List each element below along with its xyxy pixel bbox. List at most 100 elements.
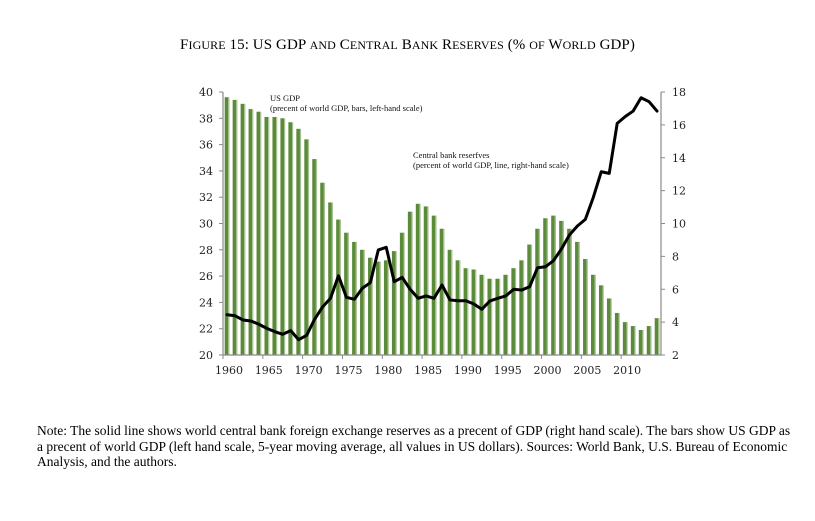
bar-2002	[559, 220, 563, 355]
bar-2008	[606, 298, 611, 355]
bar-2014	[654, 318, 659, 355]
bar-highlight	[379, 261, 381, 355]
annotation-us-gdp-title: US GDP	[270, 93, 300, 103]
bar-1968	[288, 122, 292, 356]
bar-highlight	[642, 330, 644, 355]
bar-highlight	[323, 182, 326, 355]
reserves-line	[225, 96, 659, 342]
bar-1999	[535, 228, 539, 355]
bar-1982	[399, 232, 404, 355]
bar-1996	[511, 268, 515, 355]
bar-1963	[248, 109, 253, 355]
bar-1980	[383, 260, 388, 355]
bar-2004	[575, 241, 579, 355]
bar-1986	[431, 215, 436, 355]
bar-1972	[320, 182, 324, 355]
x-tick-label: 1965	[255, 364, 283, 377]
title-part: C	[335, 37, 350, 53]
x-tick-label: 1970	[295, 364, 323, 377]
title-part: F	[180, 37, 189, 53]
title-part: OF	[529, 38, 545, 52]
bar-highlight	[514, 268, 517, 355]
annotation-reserves-subtitle: (percent of world GDP, line, right-hand …	[413, 160, 569, 170]
bar-1970	[304, 139, 308, 355]
bar-1993	[487, 278, 492, 355]
bar-highlight	[331, 202, 334, 355]
bar-highlight	[339, 219, 341, 355]
bar-highlight	[618, 312, 620, 355]
bar-2007	[598, 285, 603, 355]
bar-highlight	[546, 218, 549, 355]
bar-1962	[240, 103, 245, 355]
right-tick-label: 16	[672, 119, 686, 132]
figure-note: Note: The solid line shows world central…	[37, 423, 791, 469]
bar-highlight	[291, 122, 294, 356]
bar-highlight	[419, 203, 421, 355]
bar-highlight	[284, 118, 286, 355]
bar-highlight	[387, 260, 389, 355]
bar-2006	[591, 274, 595, 355]
bar-1966	[272, 116, 277, 355]
left-tick-label: 40	[199, 86, 213, 99]
right-tick-label: 10	[672, 218, 686, 231]
chart: 2022242628303234363840246810121416181960…	[199, 86, 686, 377]
title-part: 15: US GDP	[225, 37, 310, 53]
bar-1989	[455, 260, 460, 355]
bar-1978	[368, 257, 372, 355]
bar-highlight	[626, 322, 628, 356]
bar-highlight	[538, 228, 541, 355]
bar-highlight	[411, 211, 413, 355]
bar-2005	[583, 259, 587, 355]
bar-highlight	[395, 251, 397, 355]
bar-highlight	[602, 285, 604, 355]
bar-highlight	[658, 318, 660, 355]
bar-highlight	[276, 116, 278, 355]
bar-1967	[280, 118, 285, 355]
bar-highlight	[554, 215, 556, 355]
title-part: IGURE	[188, 38, 226, 52]
x-tick-label: 2000	[534, 364, 562, 377]
bar-highlight	[451, 249, 453, 355]
right-tick-label: 2	[672, 349, 679, 362]
bar-highlight	[570, 228, 572, 355]
bar-1987	[439, 228, 444, 355]
x-tick-label: 1985	[414, 364, 442, 377]
bar-highlight	[594, 274, 596, 355]
bar-1990	[463, 268, 468, 355]
bar-2011	[630, 326, 635, 355]
bar-1965	[264, 116, 269, 355]
bar-1992	[479, 274, 484, 355]
bar-highlight	[435, 215, 437, 355]
right-tick-label: 6	[672, 283, 679, 296]
left-tick-label: 26	[199, 270, 213, 283]
bar-2000	[543, 218, 547, 355]
bar-highlight	[586, 259, 588, 355]
bar-1994	[495, 278, 500, 355]
bar-1998	[527, 244, 531, 355]
bar-highlight	[578, 241, 580, 355]
title-part: GDP)	[595, 37, 635, 53]
bar-highlight	[483, 274, 485, 355]
bar-2001	[551, 215, 555, 355]
bar-1991	[471, 269, 476, 355]
title-part: ENTRAL	[349, 38, 398, 52]
left-tick-label: 38	[199, 112, 213, 125]
title-part: ANK	[411, 38, 439, 52]
bar-highlight	[347, 232, 349, 355]
right-tick-label: 18	[672, 86, 686, 99]
title-part: AND	[309, 38, 336, 52]
bar-highlight	[467, 268, 469, 355]
bar-2013	[646, 326, 651, 355]
bar-highlight	[634, 326, 636, 355]
left-tick-label: 36	[199, 139, 213, 152]
right-tick-label: 8	[672, 250, 679, 263]
bar-1961	[232, 99, 237, 355]
bar-1985	[423, 206, 428, 355]
bar-highlight	[499, 278, 501, 355]
left-tick-label: 28	[199, 244, 213, 257]
bar-highlight	[522, 260, 525, 355]
left-tick-label: 20	[199, 349, 213, 362]
bar-highlight	[443, 228, 445, 355]
title-part: ESERVES	[452, 38, 504, 52]
title-part: B	[397, 37, 412, 53]
